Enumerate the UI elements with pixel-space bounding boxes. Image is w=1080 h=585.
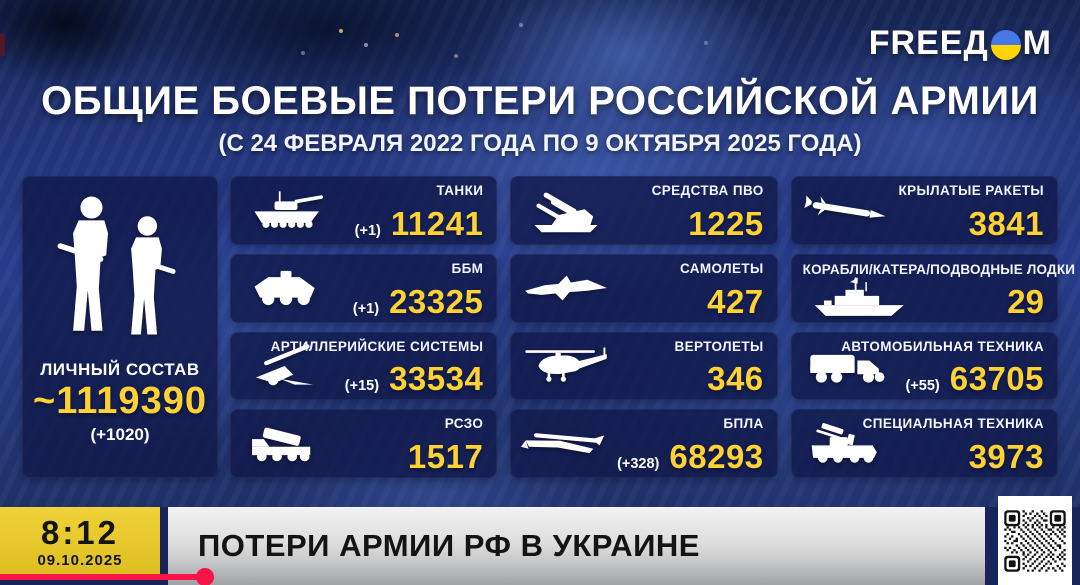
stat-delta: (+1)	[354, 222, 381, 239]
stat-label: САМОЛЕТЫ	[679, 260, 764, 276]
stat-value: 1225	[688, 204, 764, 242]
stat-label: АРТИЛЛЕРИЙСКИЕ СИСТЕМЫ	[270, 338, 484, 354]
qr-code	[998, 496, 1072, 585]
ukraine-flag-circle-icon	[990, 29, 1021, 60]
stat-value: 3841	[968, 204, 1044, 242]
stat-card-mlrs: РСЗО 1517	[230, 409, 498, 478]
stat-value: 23325	[389, 282, 484, 320]
personnel-value: ~1119390	[33, 380, 207, 422]
clock-box: 8:12 09.10.2025	[0, 507, 160, 577]
jet-icon	[520, 265, 612, 311]
stat-label: ВЕРТОЛЕТЫ	[674, 338, 764, 354]
stat-value: 427	[707, 282, 764, 320]
stat-label: СПЕЦИАЛЬНАЯ ТЕХНИКА	[862, 416, 1044, 432]
drone-icon	[520, 421, 612, 467]
qr-code-icon	[1002, 507, 1068, 574]
stat-delta: (+328)	[617, 456, 660, 472]
stat-card-helicopters: ВЕРТОЛЕТЫ 346	[510, 331, 778, 401]
stat-card-air-defense: СРЕДСТВА ПВО 1225	[510, 176, 778, 245]
stat-label: ББМ	[451, 260, 484, 276]
lower-third-bar: 8:12 09.10.2025 ПОТЕРИ АРМИИ РФ В УКРАИН…	[0, 496, 1080, 585]
apc-icon	[240, 263, 332, 313]
stat-value: 29	[1007, 282, 1044, 320]
losses-grid: ТАНКИ (+1) 11241 СРЕДСТВА ПВО	[230, 176, 1075, 478]
freedom-logo: FREEД М	[869, 24, 1052, 63]
clock-date: 09.10.2025	[37, 551, 123, 569]
stat-value: 68293	[669, 438, 764, 475]
stat-delta: (+15)	[344, 378, 380, 395]
helicopter-icon	[520, 342, 612, 390]
tank-icon	[240, 184, 332, 236]
stat-value: 346	[707, 360, 764, 398]
stat-label: БПЛА	[723, 416, 764, 432]
stat-value: 33534	[389, 360, 484, 398]
personnel-delta: (+1020)	[90, 424, 150, 444]
stat-delta: (+55)	[905, 378, 940, 395]
background-lights	[0, 0, 2, 2]
news-ticker: ПОТЕРИ АРМИИ РФ В УКРАИНЕ	[168, 507, 985, 585]
stat-label: СРЕДСТВА ПВО	[651, 183, 764, 198]
background-artifact	[0, 34, 5, 56]
stat-delta: (+1)	[352, 300, 380, 317]
personnel-label: ЛИЧНЫЙ СОСТАВ	[40, 360, 200, 379]
video-progress-bar[interactable]	[0, 574, 199, 580]
page-subtitle: (С 24 ФЕВРАЛЯ 2022 ГОДА ПО 9 ОКТЯБРЯ 202…	[218, 130, 862, 157]
mlrs-icon	[240, 421, 332, 467]
air-defense-icon	[520, 183, 612, 237]
clock-time: 8:12	[40, 513, 120, 551]
stat-card-afv: ББМ (+1) 23325	[230, 253, 498, 323]
stat-card-uav: БПЛА (+328) 68293	[510, 409, 778, 478]
stat-card-planes: САМОЛЕТЫ 427	[510, 253, 778, 323]
logo-text-suffix: М	[1022, 24, 1052, 62]
page-title: ОБЩИЕ БОЕВЫЕ ПОТЕРИ РОССИЙСКОЙ АРМИИ	[41, 79, 1039, 123]
cruise-missile-icon	[801, 188, 893, 232]
stat-card-cruise-missiles: КРЫЛАТЫЕ РАКЕТЫ 3841	[790, 176, 1058, 245]
soldiers-icon	[57, 196, 176, 335]
stat-value: 1517	[407, 438, 484, 475]
personnel-panel: ЛИЧНЫЙ СОСТАВ ~1119390 (+1020)	[22, 176, 218, 478]
stat-card-artillery: АРТИЛЛЕРИЙСКИЕ СИСТЕМЫ (+15) 33534	[230, 331, 498, 401]
stat-label: КРЫЛАТЫЕ РАКЕТЫ	[898, 183, 1044, 198]
logo-text-prefix: FREEД	[868, 24, 989, 62]
video-scrubber-handle[interactable]	[196, 568, 214, 585]
stat-card-vehicles: АВТОМОБИЛЬНАЯ ТЕХНИКА (+55) 63705	[790, 331, 1058, 401]
stat-value: 63705	[949, 360, 1044, 398]
ticker-headline: ПОТЕРИ АРМИИ РФ В УКРАИНЕ	[198, 528, 700, 563]
truck-icon	[801, 343, 893, 389]
stat-value: 3973	[968, 438, 1044, 475]
stat-label: РСЗО	[444, 416, 484, 432]
stat-card-special: СПЕЦИАЛЬНАЯ ТЕХНИКА 3973	[790, 409, 1058, 478]
special-vehicle-icon	[801, 420, 893, 468]
stat-card-tanks: ТАНКИ (+1) 11241	[230, 176, 498, 245]
stat-value: 11241	[390, 204, 484, 242]
stat-label: КОРАБЛИ/КАТЕРА/ПОДВОДНЫЕ ЛОДКИ	[802, 261, 1076, 277]
stat-label: ТАНКИ	[436, 183, 484, 198]
warship-icon	[801, 276, 919, 322]
stat-label: АВТОМОБИЛЬНАЯ ТЕХНИКА	[841, 338, 1044, 354]
stat-card-ships: КОРАБЛИ/КАТЕРА/ПОДВОДНЫЕ ЛОДКИ 29	[790, 253, 1075, 323]
howitzer-icon	[240, 341, 332, 391]
